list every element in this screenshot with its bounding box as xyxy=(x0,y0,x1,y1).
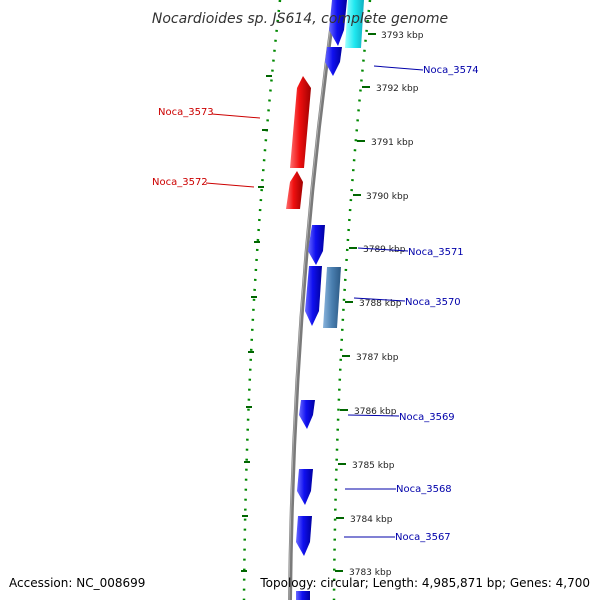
gene-label-noca-3571[interactable]: Noca_3571 xyxy=(408,247,464,258)
tick-label: 3787 kbp xyxy=(356,353,399,363)
accession-text: Accession: NC_008699 xyxy=(9,576,145,590)
gene-features xyxy=(286,0,364,600)
cyan-feature[interactable] xyxy=(345,0,364,48)
gene-label-noca-3573[interactable]: Noca_3573 xyxy=(158,107,214,118)
genome-backbone xyxy=(288,0,337,600)
label-connectors xyxy=(205,65,424,538)
gene-feature-noca-3573[interactable] xyxy=(290,76,311,168)
gene-feature-noca-3574[interactable] xyxy=(325,47,342,76)
tick-label: 3785 kbp xyxy=(352,461,395,471)
gene-label-noca-3574[interactable]: Noca_3574 xyxy=(423,65,479,76)
gene-label-noca-3570[interactable]: Noca_3570 xyxy=(405,297,461,308)
tick-label: 3791 kbp xyxy=(371,138,414,148)
genome-summary-text: Topology: circular; Length: 4,985,871 bp… xyxy=(259,576,590,590)
gene-feature-top[interactable] xyxy=(329,0,347,46)
gene-feature-noca-3572[interactable] xyxy=(286,171,303,209)
gene-feature-noca-3567[interactable] xyxy=(296,516,312,556)
gene-feature-noca-3570[interactable] xyxy=(305,266,322,326)
genome-backbone-highlight xyxy=(288,0,335,600)
tick-label: 3783 kbp xyxy=(349,568,392,578)
tick-label: 3793 kbp xyxy=(381,31,424,41)
gene-feature-noca-3569[interactable] xyxy=(299,400,315,429)
gene-label-noca-3567[interactable]: Noca_3567 xyxy=(395,532,451,543)
tick-label: 3784 kbp xyxy=(350,515,393,525)
tick-label: 3788 kbp xyxy=(359,299,402,309)
tick-label: 3792 kbp xyxy=(376,84,419,94)
gene-labels: Noca_3574 Noca_3573 Noca_3572 Noca_3571 … xyxy=(152,65,479,543)
tick-label: 3786 kbp xyxy=(354,407,397,417)
gene-feature-noca-3568[interactable] xyxy=(297,469,313,505)
right-dotted-guide xyxy=(332,0,372,600)
left-dotted-guide xyxy=(242,0,282,600)
left-tick-marks xyxy=(241,75,272,572)
other-feature-steel[interactable] xyxy=(323,267,341,328)
gene-feature-noca-3571[interactable] xyxy=(308,225,325,265)
right-tick-marks xyxy=(335,33,376,572)
gene-label-noca-3569[interactable]: Noca_3569 xyxy=(399,412,455,423)
gene-label-noca-3572[interactable]: Noca_3572 xyxy=(152,177,208,188)
gene-feature-bottom[interactable] xyxy=(296,591,310,600)
gene-label-noca-3568[interactable]: Noca_3568 xyxy=(396,484,452,495)
map-title: Nocardioides sp. JS614, complete genome xyxy=(152,11,448,27)
tick-label: 3790 kbp xyxy=(366,192,409,202)
